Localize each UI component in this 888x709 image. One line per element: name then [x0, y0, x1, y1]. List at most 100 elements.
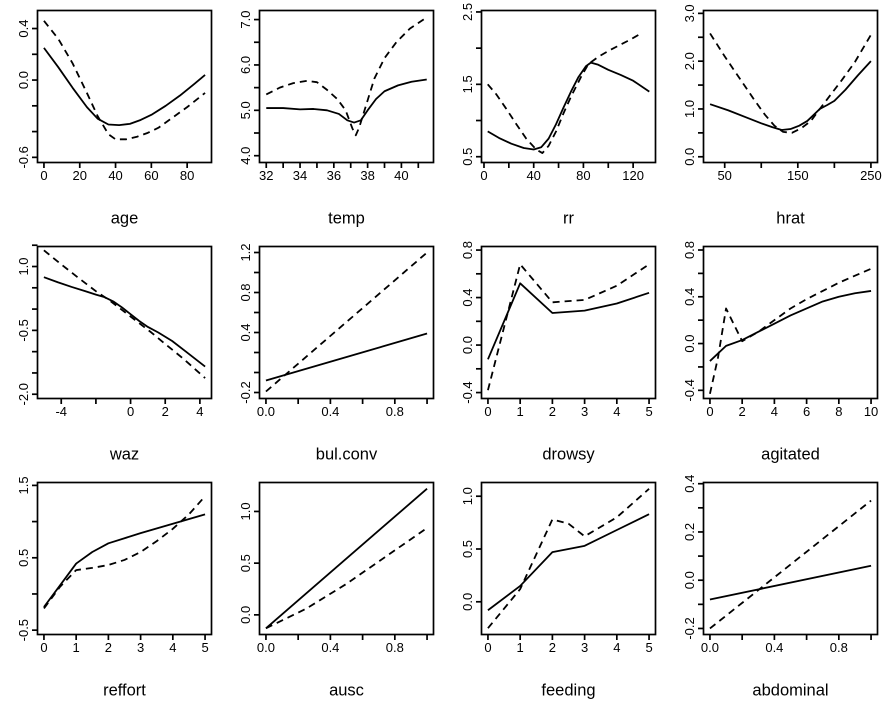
x-tick-label: 32	[259, 168, 273, 183]
x-tick-label: 38	[360, 168, 374, 183]
dashed-curve	[709, 32, 872, 134]
y-tick-label: 5.0	[238, 101, 253, 119]
x-tick-label: 120	[622, 168, 644, 183]
solid-curve	[43, 513, 206, 608]
panel-reffort: 0 1 2 3 4 5 -0.5 0.5 1.5 reffort	[0, 472, 222, 708]
x-tick-label: 34	[293, 168, 307, 183]
solid-curve	[709, 60, 872, 131]
plot-box	[258, 481, 435, 636]
dashed-curve	[43, 495, 206, 609]
x-tick-label: 4	[613, 404, 620, 419]
dashed-curve	[265, 527, 428, 630]
y-tick-label: 0.4	[460, 289, 475, 307]
plot-ausc: 0.0 0.4 0.8 0.0 0.5 1.0 ausc	[238, 481, 435, 700]
plot-box	[702, 245, 879, 400]
y-tick-label: 0.4	[682, 288, 697, 306]
x-tick-label: 40	[394, 168, 408, 183]
x-tick-label: 2	[739, 404, 746, 419]
y-tick-label: 0.8	[682, 241, 697, 259]
y-tick-label: 1.0	[460, 487, 475, 505]
y-tick-label: 1.0	[682, 100, 697, 118]
solid-curve	[265, 332, 428, 382]
y-tick-label: -0.4	[460, 381, 475, 403]
x-axis-label: agitated	[761, 446, 820, 464]
y-tick-label: 0.0	[682, 148, 697, 166]
dashed-curve	[487, 32, 642, 154]
panel-abdominal: 0.0 0.4 0.8 -0.2 0.0 0.2 0.4 abdominal	[666, 472, 888, 708]
x-tick-label: 3	[581, 640, 588, 655]
x-tick-label: 0.0	[701, 640, 719, 655]
y-tick-label: 2.0	[682, 52, 697, 70]
x-tick-label: 0.4	[765, 640, 783, 655]
x-tick-label: 0	[127, 404, 134, 419]
y-tick-label: 1.5	[16, 476, 31, 494]
plot-box	[36, 245, 213, 400]
x-tick-label: 0	[484, 640, 491, 655]
plot-box	[258, 245, 435, 400]
plot-reffort: 0 1 2 3 4 5 -0.5 0.5 1.5 reffort	[16, 476, 213, 700]
x-tick-label: 4	[169, 640, 176, 655]
y-tick-label: 2.5	[460, 3, 475, 21]
solid-curve	[487, 513, 650, 611]
x-tick-label: -4	[55, 404, 67, 419]
solid-curve	[43, 276, 206, 368]
plot-hrat: 50 150 250 0.0 1.0 2.0 3.0 hrat	[682, 4, 882, 228]
y-tick-label: 0.0	[682, 571, 697, 589]
x-tick-label: 5	[201, 640, 208, 655]
solid-curve	[487, 61, 650, 151]
x-tick-label: 2	[549, 640, 556, 655]
plot-box	[480, 245, 657, 400]
x-tick-label: 5	[645, 404, 652, 419]
x-axis-label: age	[111, 210, 139, 228]
x-tick-label: 3	[581, 404, 588, 419]
y-tick-label: 4.0	[238, 147, 253, 165]
y-tick-label: 0.5	[16, 549, 31, 567]
x-tick-label: 0	[40, 640, 47, 655]
x-tick-label: 4	[771, 404, 778, 419]
x-tick-label: 0	[706, 404, 713, 419]
plot-box	[702, 481, 879, 636]
x-tick-label: 4	[613, 640, 620, 655]
x-tick-label: 1	[517, 404, 524, 419]
x-axis-label: temp	[328, 210, 365, 228]
x-tick-label: 250	[860, 168, 882, 183]
dashed-curve	[43, 20, 206, 141]
x-axis-label: waz	[109, 446, 139, 464]
y-tick-label: 0.0	[238, 606, 253, 624]
dashed-curve	[709, 499, 872, 630]
x-tick-label: 0	[480, 168, 487, 183]
y-tick-label: 0.4	[238, 323, 253, 341]
panel-hrat: 50 150 250 0.0 1.0 2.0 3.0 hrat	[666, 0, 888, 236]
y-tick-label: -2.0	[16, 383, 31, 405]
x-tick-label: 0.8	[386, 404, 404, 419]
x-axis-label: bul.conv	[316, 446, 378, 464]
x-tick-label: 2	[105, 640, 112, 655]
panel-age: 0 20 40 60 80 -0.6 0.0 0.4 age	[0, 0, 222, 236]
y-tick-label: 0.0	[460, 336, 475, 354]
x-axis-label: hrat	[776, 210, 805, 228]
x-axis-label: reffort	[103, 682, 146, 700]
y-tick-label: 0.8	[460, 241, 475, 259]
y-tick-label: -0.2	[682, 617, 697, 639]
x-tick-label: 5	[645, 640, 652, 655]
y-tick-label: 1.5	[460, 75, 475, 93]
solid-curve	[709, 564, 872, 601]
x-tick-label: 0.4	[321, 640, 339, 655]
y-tick-label: -0.4	[682, 379, 697, 401]
x-tick-label: 40	[108, 168, 122, 183]
plot-rr: 0 40 80 120 0.5 1.5 2.5 rr	[460, 3, 657, 228]
plot-abdominal: 0.0 0.4 0.8 -0.2 0.0 0.2 0.4 abdominal	[682, 475, 879, 700]
plot-feeding: 0 1 2 3 4 5 0.0 0.5 1.0 feeding	[460, 481, 657, 700]
dashed-curve	[265, 251, 428, 393]
y-tick-label: 0.4	[682, 475, 697, 493]
x-tick-label: 0.8	[830, 640, 848, 655]
x-tick-label: 20	[73, 168, 87, 183]
y-tick-label: 0.5	[460, 540, 475, 558]
x-tick-label: 50	[717, 168, 731, 183]
x-tick-label: 150	[787, 168, 809, 183]
x-tick-label: 10	[864, 404, 878, 419]
y-tick-label: -0.5	[16, 619, 31, 641]
y-tick-label: 0.5	[460, 148, 475, 166]
y-tick-label: 1.0	[238, 502, 253, 520]
panel-waz: -4 0 2 4 -2.0 -0.5 1.0 waz	[0, 236, 222, 472]
